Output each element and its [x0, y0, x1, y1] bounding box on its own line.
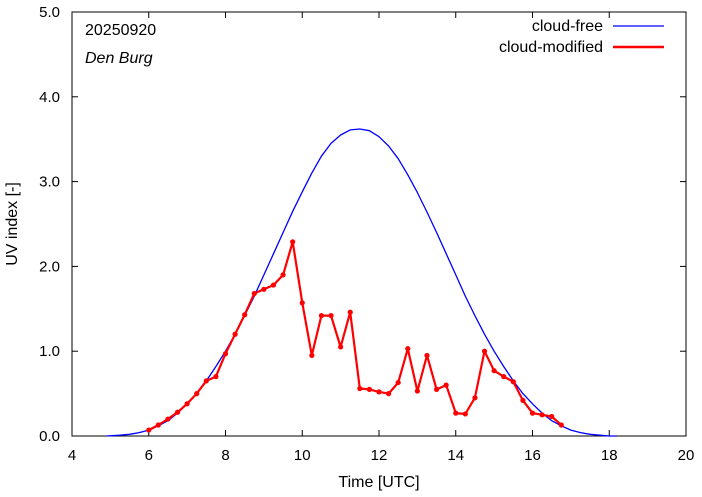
data-point — [481, 348, 488, 354]
data-point — [222, 351, 229, 357]
data-point — [395, 379, 401, 386]
legend: cloud-free cloud-modified — [499, 18, 664, 56]
y-tick-label: 2.0 — [39, 258, 60, 275]
data-point — [155, 422, 161, 428]
axis-tick-labels: 4 6 8 10 12 14 16 18 20 0.0 1.0 2.0 3.0 4.0 5.0 — [39, 4, 694, 464]
data-point — [443, 382, 449, 388]
data-point — [376, 389, 382, 395]
x-tick-label: 12 — [371, 447, 388, 464]
data-point — [299, 300, 305, 306]
data-point — [309, 352, 315, 359]
data-point — [290, 239, 296, 245]
data-point — [270, 282, 277, 288]
x-tick-label: 10 — [294, 447, 311, 464]
data-point — [184, 401, 190, 407]
data-point — [338, 344, 344, 350]
y-tick-label: 5.0 — [39, 4, 60, 21]
data-point — [549, 413, 555, 420]
data-point — [280, 272, 286, 278]
legend-label-cloud-free: cloud-free — [532, 18, 603, 35]
date-label: 20250920 — [85, 22, 156, 39]
data-point — [405, 346, 411, 352]
data-point — [462, 411, 468, 417]
data-point — [347, 309, 353, 315]
data-point — [146, 427, 152, 433]
x-tick-label: 14 — [447, 447, 464, 464]
x-tick-label: 4 — [68, 447, 76, 464]
location-label: Den Burg — [85, 50, 153, 67]
data-point — [520, 397, 526, 403]
data-point — [232, 331, 238, 337]
data-point — [539, 412, 545, 418]
data-point — [424, 352, 430, 359]
data-point — [194, 391, 200, 397]
data-point — [453, 410, 459, 416]
x-tick-label: 8 — [221, 447, 229, 464]
x-tick-label: 6 — [145, 447, 153, 464]
y-tick-label: 4.0 — [39, 89, 60, 106]
x-tick-label: 20 — [678, 447, 695, 464]
data-point — [433, 386, 440, 392]
data-point — [261, 286, 267, 292]
data-point — [491, 368, 497, 374]
plot-frame — [71, 11, 687, 437]
data-point — [472, 395, 478, 401]
x-tick-label: 18 — [601, 447, 618, 464]
data-point — [328, 312, 334, 319]
data-point — [318, 312, 325, 319]
data-point — [203, 378, 209, 384]
data-point — [357, 385, 363, 392]
data-point — [366, 386, 373, 392]
y-tick-label: 0.0 — [39, 428, 60, 445]
axis-ticks — [71, 11, 687, 437]
data-point — [558, 422, 564, 428]
y-tick-label: 3.0 — [39, 174, 60, 191]
series-layer — [106, 128, 617, 437]
legend-label-cloud-modified: cloud-modified — [499, 39, 603, 56]
data-point — [501, 374, 507, 380]
data-point — [510, 379, 516, 385]
data-point — [385, 391, 392, 397]
data-point — [213, 374, 219, 380]
data-point — [529, 410, 536, 416]
data-point — [242, 312, 248, 318]
x-axis-title: Time [UTC] — [338, 474, 419, 491]
data-point — [251, 290, 257, 297]
series-line-cloud-modified — [148, 240, 563, 432]
y-axis-title: UV index [-] — [4, 182, 21, 266]
data-point — [174, 409, 181, 415]
x-tick-label: 16 — [524, 447, 541, 464]
y-tick-label: 1.0 — [39, 343, 60, 360]
data-point — [414, 388, 420, 394]
data-point — [165, 416, 171, 422]
